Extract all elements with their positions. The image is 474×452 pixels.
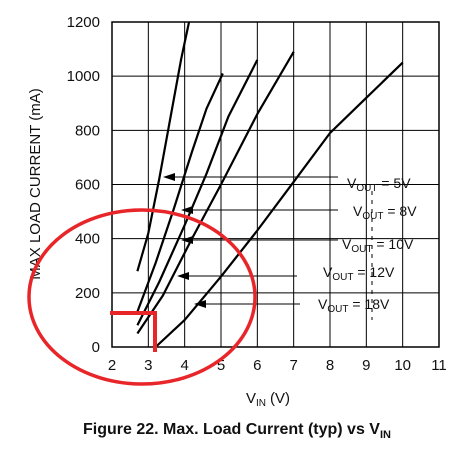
figure-caption: Figure 22. Max. Load Current (typ) vs VI…: [83, 421, 391, 441]
x-tick-label: 7: [289, 357, 297, 374]
series-line-1: [136, 22, 191, 272]
y-tick-labels: 0 200 400 600 800 1000 1200: [67, 14, 100, 356]
y-tick-label: 0: [92, 339, 100, 356]
x-tick-label: 8: [326, 357, 334, 374]
x-axis-label: VIN (V): [246, 390, 290, 409]
series-line-5: [154, 61, 404, 347]
annotation-label-2: VOUT = 8V: [353, 203, 417, 222]
x-tick-label: 9: [362, 357, 370, 374]
red-bracket-marker: [110, 311, 157, 352]
series-lines: [136, 22, 404, 347]
y-tick-label: 400: [75, 231, 100, 248]
x-tick-label: 11: [431, 357, 447, 374]
red-circle-highlight: [27, 208, 257, 386]
y-tick-label: 600: [75, 177, 100, 194]
annotation-label-4: VOUT = 12V: [323, 264, 395, 283]
x-tick-labels: 2 3 4 5 6 7 8 9 10 11: [108, 357, 447, 374]
annotation-label-3: VOUT = 10V: [342, 236, 414, 255]
series-line-2: [136, 73, 224, 313]
series-line-4: [136, 51, 295, 335]
y-axis-label: MAX LOAD CURRENT (mA): [27, 88, 44, 279]
series-line-3: [136, 59, 259, 326]
annotations: VOUT = 5V VOUT = 8V VOUT = 10V VOUT = 12V VO…: [163, 173, 417, 320]
x-tick-label: 2: [108, 357, 116, 374]
x-tick-label: 4: [180, 357, 188, 374]
annotation-label-5: VOUT = 18V: [318, 296, 390, 315]
y-tick-label: 1000: [67, 68, 100, 85]
hand-drawn-overlay: [27, 208, 257, 386]
y-tick-label: 1200: [67, 14, 100, 31]
x-tick-label: 6: [253, 357, 261, 374]
x-tick-label: 10: [394, 357, 411, 374]
y-tick-label: 200: [75, 285, 100, 302]
plot-frame: [111, 21, 440, 348]
annotation-label-1: VOUT = 5V: [347, 175, 411, 194]
x-tick-label: 3: [144, 357, 152, 374]
x-tick-label: 5: [217, 357, 225, 374]
y-tick-label: 800: [75, 122, 100, 139]
